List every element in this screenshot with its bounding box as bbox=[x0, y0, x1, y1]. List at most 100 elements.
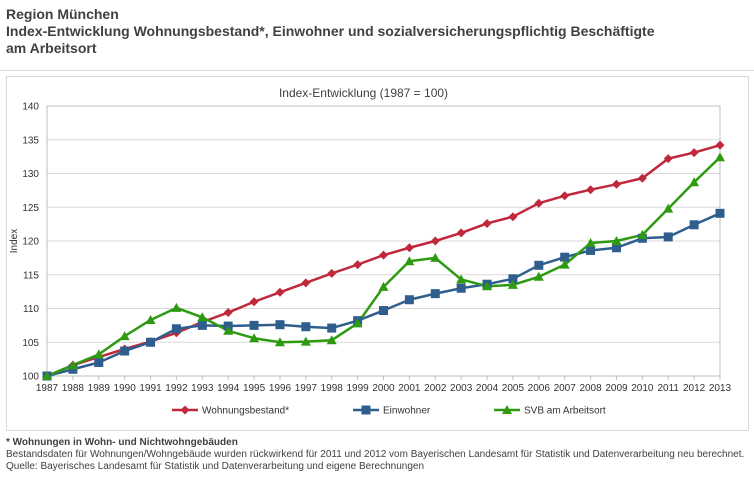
data-point-series-3 bbox=[300, 336, 311, 346]
data-point-series-2 bbox=[689, 220, 699, 230]
legend-marker bbox=[502, 405, 512, 414]
data-point-series-3 bbox=[352, 318, 363, 328]
data-point-series-2 bbox=[197, 320, 207, 330]
data-point-series-1 bbox=[663, 154, 673, 164]
data-point-series-3 bbox=[93, 349, 104, 359]
x-tick-label: 1990 bbox=[114, 383, 137, 394]
chart-header: Region München Index-Entwicklung Wohnung… bbox=[6, 6, 746, 57]
x-tick-label: 2004 bbox=[476, 383, 499, 394]
data-point-series-1 bbox=[353, 260, 363, 270]
x-tick-label: 2010 bbox=[631, 383, 654, 394]
x-tick-label: 1992 bbox=[165, 383, 188, 394]
data-point-series-3 bbox=[611, 236, 622, 245]
x-tick-label: 2003 bbox=[450, 383, 473, 394]
x-tick-label: 1998 bbox=[321, 383, 344, 394]
x-tick-label: 2013 bbox=[709, 383, 732, 394]
series-line-2 bbox=[46, 212, 721, 378]
legend-label: SVB am Arbeitsort bbox=[524, 406, 606, 417]
data-point-series-2 bbox=[456, 283, 466, 293]
header-title-cont: am Arbeitsort bbox=[6, 40, 97, 56]
x-tick-label: 2012 bbox=[683, 383, 706, 394]
data-point-series-3 bbox=[171, 302, 182, 312]
data-point-series-3 bbox=[585, 238, 596, 248]
y-tick-label: 105 bbox=[22, 338, 39, 349]
data-point-series-1 bbox=[404, 243, 414, 253]
x-tick-label: 1991 bbox=[139, 383, 162, 394]
y-tick-label: 140 bbox=[22, 102, 39, 113]
chart-footer: * Wohnungen in Wohn- und Nichtwohngebäud… bbox=[6, 437, 754, 473]
data-point-series-3 bbox=[689, 177, 700, 187]
data-point-series-1 bbox=[327, 268, 337, 278]
data-point-series-2 bbox=[715, 208, 725, 218]
header-region: Region München bbox=[6, 6, 119, 22]
y-tick-label: 135 bbox=[22, 135, 39, 146]
data-point-series-2 bbox=[404, 295, 414, 305]
data-point-series-1 bbox=[611, 179, 621, 189]
x-tick-label: 2002 bbox=[424, 383, 447, 394]
data-point-series-2 bbox=[430, 289, 440, 299]
y-tick-label: 125 bbox=[22, 203, 39, 214]
data-point-series-3 bbox=[456, 274, 467, 284]
data-point-series-2 bbox=[379, 306, 388, 316]
x-tick-label: 2001 bbox=[398, 383, 421, 394]
data-point-series-1 bbox=[508, 212, 518, 222]
header-title: Index-Entwicklung Wohnungsbestand*, Einw… bbox=[6, 23, 655, 39]
data-point-series-3 bbox=[326, 335, 337, 345]
legend-label: Einwohner bbox=[383, 406, 431, 417]
legend-label: Wohnungsbestand* bbox=[202, 406, 289, 417]
data-point-series-2 bbox=[146, 337, 156, 347]
header-divider bbox=[0, 70, 754, 71]
data-point-series-2 bbox=[663, 232, 673, 242]
data-point-series-3 bbox=[507, 279, 518, 289]
data-point-series-3 bbox=[197, 312, 208, 322]
x-tick-label: 1999 bbox=[346, 383, 369, 394]
footnote-wohnungen: * Wohnungen in Wohn- und Nichtwohngebäud… bbox=[6, 437, 238, 448]
data-point-series-1 bbox=[301, 278, 311, 288]
y-tick-label: 130 bbox=[22, 169, 39, 180]
data-point-series-2 bbox=[611, 243, 621, 253]
data-point-series-2 bbox=[94, 358, 104, 367]
data-point-series-2 bbox=[560, 252, 570, 262]
x-tick-label: 1988 bbox=[62, 383, 85, 394]
x-tick-label: 2011 bbox=[657, 383, 679, 394]
data-point-series-3 bbox=[637, 229, 648, 239]
data-point-series-1 bbox=[560, 191, 570, 201]
y-tick-label: 120 bbox=[22, 237, 39, 248]
data-point-series-1 bbox=[379, 250, 388, 260]
data-point-series-1 bbox=[586, 185, 596, 195]
data-point-series-3 bbox=[119, 331, 130, 341]
x-tick-label: 1994 bbox=[217, 383, 240, 394]
data-point-series-3 bbox=[559, 259, 570, 269]
data-point-series-3 bbox=[42, 371, 52, 380]
data-point-series-2 bbox=[534, 260, 544, 270]
data-point-series-3 bbox=[378, 281, 389, 291]
data-point-series-3 bbox=[274, 337, 285, 347]
x-tick-label: 1993 bbox=[191, 383, 214, 394]
x-tick-label: 2007 bbox=[554, 383, 577, 394]
data-point-series-1 bbox=[223, 308, 233, 318]
data-point-series-2 bbox=[120, 346, 130, 356]
x-tick-label: 1996 bbox=[269, 383, 292, 394]
data-point-series-2 bbox=[327, 323, 337, 333]
x-tick-label: 2008 bbox=[579, 383, 602, 394]
chart-frame bbox=[6, 76, 749, 431]
legend-marker bbox=[180, 405, 190, 415]
data-point-series-2 bbox=[586, 245, 596, 255]
data-point-series-2 bbox=[275, 320, 285, 330]
data-point-series-3 bbox=[482, 281, 493, 291]
data-point-series-3 bbox=[67, 360, 78, 370]
y-tick-label: 110 bbox=[23, 304, 39, 315]
data-point-series-3 bbox=[663, 203, 674, 213]
data-point-series-3 bbox=[715, 152, 725, 162]
data-point-series-3 bbox=[430, 252, 441, 262]
x-tick-label: 2005 bbox=[502, 383, 525, 394]
data-point-series-1 bbox=[689, 148, 699, 158]
data-point-series-1 bbox=[637, 173, 647, 183]
plot-title: Index-Entwicklung (1987 = 100) bbox=[279, 86, 448, 100]
y-tick-label: 115 bbox=[23, 270, 39, 281]
data-point-series-3 bbox=[145, 314, 156, 324]
x-tick-label: 1989 bbox=[88, 383, 111, 394]
x-tick-label: 2000 bbox=[372, 383, 395, 394]
data-point-series-2 bbox=[249, 320, 259, 330]
data-point-series-1 bbox=[482, 218, 492, 228]
